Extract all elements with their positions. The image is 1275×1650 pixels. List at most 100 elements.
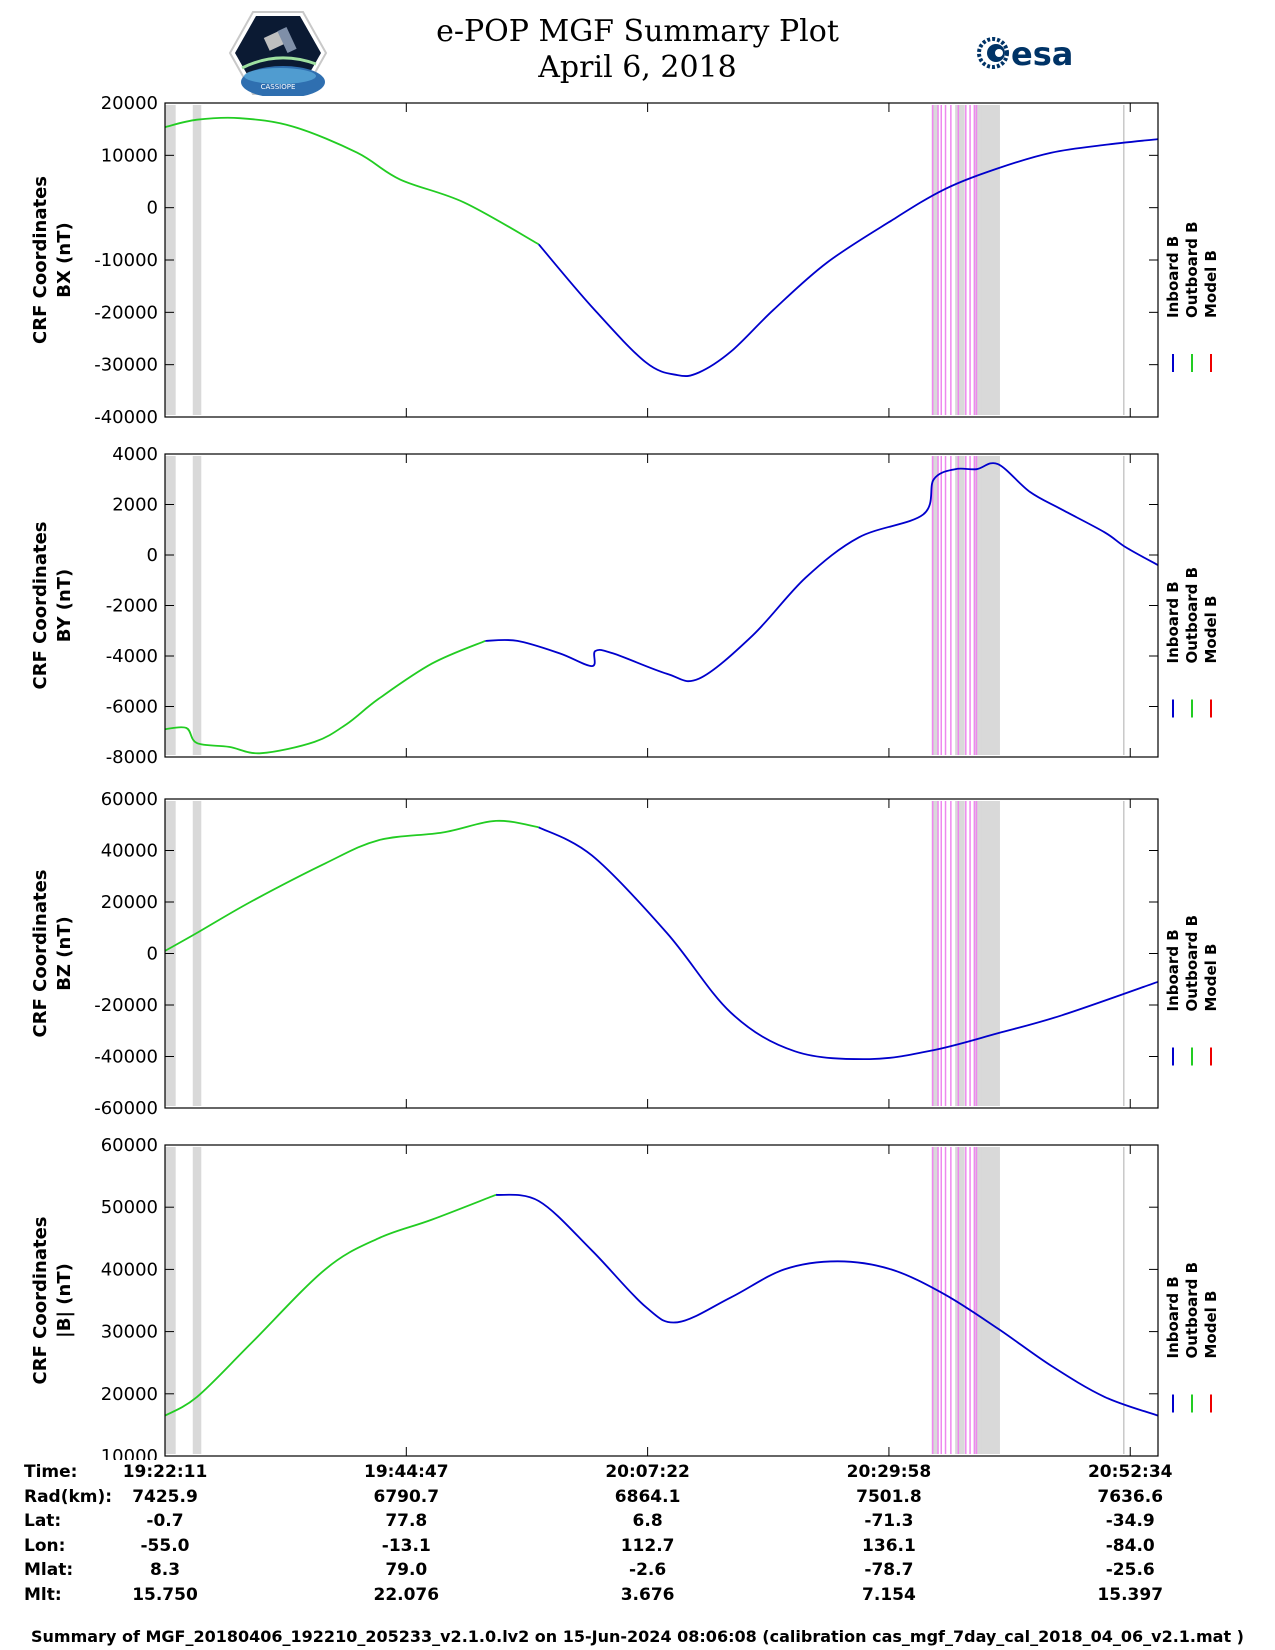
gap-span-5 <box>981 801 994 1106</box>
gap-span-1 <box>192 456 202 755</box>
ytick-label-bx-4: -20000 <box>94 302 158 323</box>
ephemeris-value: -0.7 <box>146 1511 184 1532</box>
ytick-label-bz-6: -60000 <box>94 1098 158 1119</box>
ephemeris-row: Lon: -55.0 -13.1 112.7 136.1 -84.0 <box>0 1536 1275 1560</box>
gap-span-5 <box>981 456 994 755</box>
outboard-series-by <box>164 640 486 755</box>
legend-label-by-1: Outboard B <box>1183 567 1201 664</box>
legend-label-b-1: Outboard B <box>1183 1262 1201 1359</box>
ytick-label-bz-1: 40000 <box>101 841 158 862</box>
ytick-label-bx-1: 10000 <box>101 145 158 166</box>
ephemeris-value: 19:22:11 <box>122 1462 208 1482</box>
ephemeris-value: -84.0 <box>1105 1535 1155 1556</box>
ytick-label-bx-0: 20000 <box>101 93 158 114</box>
ylabel-line2-by: BY (nT) <box>54 569 75 643</box>
ytick-label-b-1: 50000 <box>101 1197 158 1218</box>
ytick-label-by-0: 4000 <box>112 444 158 465</box>
ephemeris-row-label: Lat: <box>24 1511 62 1532</box>
ephemeris-value: 6864.1 <box>614 1486 681 1507</box>
legend-label-by-0: Inboard B <box>1164 581 1182 663</box>
ephemeris-value: 22.076 <box>373 1585 440 1605</box>
panel-by: 4000 2000 0 -2000 -4000 -6000 -8000 CRF Coordin… <box>30 444 1220 768</box>
ephemeris-value: 7.154 <box>862 1585 916 1605</box>
ephemeris-value: 6790.7 <box>373 1486 440 1507</box>
axes-frame-bz <box>164 798 1159 1109</box>
ephemeris-value: 15.397 <box>1097 1585 1164 1605</box>
epop-logo-text: CASSIOPE <box>261 83 296 91</box>
ytick-label-bz-2: 20000 <box>101 892 158 913</box>
ylabel-bx: CRF Coordinates BX (nT) <box>30 176 75 344</box>
ytick-label-bx-5: -30000 <box>94 355 158 376</box>
ytick-label-by-4: -4000 <box>106 646 158 667</box>
legend-label-by-2: Model B <box>1202 596 1220 664</box>
legend-label-bx-2: Model B <box>1202 250 1220 318</box>
ytick-label-by-5: -6000 <box>106 697 158 718</box>
gap-span-5 <box>981 105 994 415</box>
ephemeris-value: 7425.9 <box>132 1486 198 1507</box>
esa-logo-text: esa <box>1011 35 1073 73</box>
legend-label-b-2: Model B <box>1202 1291 1220 1359</box>
ephemeris-value: 6.8 <box>632 1511 663 1532</box>
ephemeris-value: -34.9 <box>1105 1511 1155 1532</box>
ephemeris-value: 20:29:58 <box>846 1462 932 1482</box>
ylabel-line2-bx: BX (nT) <box>54 222 75 297</box>
ylabel-line1-bz: CRF Coordinates <box>30 870 51 1038</box>
ytick-label-bz-0: 60000 <box>101 789 158 810</box>
ylabel-line2-bz: BZ (nT) <box>54 916 75 991</box>
ylabel-line1-b: CRF Coordinates <box>30 1217 51 1385</box>
ylabel-b: CRF Coordinates |B| (nT) <box>30 1217 75 1385</box>
gap-span-1 <box>192 801 202 1106</box>
ephemeris-row: Mlt: 15.750 22.076 3.676 7.154 15.397 <box>0 1585 1275 1609</box>
ytick-label-bz-3: 0 <box>147 944 158 965</box>
ephemeris-value: 7501.8 <box>856 1486 922 1507</box>
ephemeris-value: 136.1 <box>862 1535 916 1556</box>
ephemeris-row: Lat: -0.7 77.8 6.8 -71.3 -34.9 <box>0 1511 1275 1535</box>
ephemeris-row-label: Lon: <box>24 1535 66 1556</box>
ephemeris-value: -78.7 <box>864 1560 914 1581</box>
ephemeris-row-label: Rad(km): <box>24 1486 113 1507</box>
gap-span-2 <box>931 1147 939 1454</box>
plot-title: e-POP MGF Summary Plot April 6, 2018 <box>0 14 1275 86</box>
inboard-series-bz <box>538 826 1159 1061</box>
footer-caption: Summary of MGF_20180406_192210_205233_v2… <box>31 1627 1244 1646</box>
gap-span-2 <box>931 801 939 1106</box>
legend-label-bx-1: Outboard B <box>1183 221 1201 318</box>
gap-span-3 <box>955 801 965 1106</box>
outboard-series-b <box>164 1193 497 1417</box>
gap-span-3 <box>955 456 965 755</box>
ylabel-line1-bx: CRF Coordinates <box>30 176 51 344</box>
ephemeris-row-label: Mlt: <box>24 1585 62 1605</box>
ytick-label-by-2: 0 <box>147 545 158 566</box>
ytick-label-b-4: 20000 <box>101 1384 158 1405</box>
ytick-label-b-3: 30000 <box>101 1322 158 1343</box>
ephemeris-value: 3.676 <box>620 1585 675 1605</box>
ephemeris-row-label: Time: <box>24 1462 78 1482</box>
ytick-label-b-5: 10000 <box>101 1446 158 1460</box>
ytick-label-bz-4: -20000 <box>94 995 158 1016</box>
esa-logo: esa <box>977 35 1073 73</box>
ylabel-by: CRF Coordinates BY (nT) <box>30 522 75 690</box>
gap-span-3 <box>955 1147 965 1454</box>
panel-bz: 60000 40000 20000 0 -20000 -40000 -60000 CRF Co… <box>30 789 1220 1119</box>
gap-span-2 <box>931 456 939 755</box>
ephemeris-row: Mlat: 8.3 79.0 -2.6 -78.7 -25.6 <box>0 1560 1275 1584</box>
ephemeris-row-label: Mlat: <box>24 1560 74 1581</box>
outboard-series-bx <box>164 116 540 246</box>
ephemeris-value: -13.1 <box>381 1535 431 1556</box>
ephemeris-value: 20:52:34 <box>1087 1462 1173 1482</box>
ytick-label-by-6: -8000 <box>106 747 158 768</box>
ytick-label-b-0: 60000 <box>101 1135 158 1156</box>
gap-span-5 <box>981 1147 994 1454</box>
gap-span-1 <box>192 105 202 415</box>
title-text: e-POP MGF Summary Plot <box>436 14 839 49</box>
ytick-label-bx-2: 0 <box>147 198 158 219</box>
legend-label-bz-0: Inboard B <box>1164 929 1182 1011</box>
legend-label-bx-0: Inboard B <box>1164 236 1182 318</box>
gap-span-1 <box>192 1147 202 1454</box>
ephemeris-table: Time: 19:22:11 19:44:47 20:07:22 20:29:58 20:… <box>0 1462 1275 1622</box>
ephemeris-value: 77.8 <box>385 1511 428 1532</box>
panel-bx: 20000 10000 0 -10000 -20000 -30000 -40000 CRF C… <box>30 93 1220 428</box>
ephemeris-value: 7636.6 <box>1097 1486 1164 1507</box>
ephemeris-value: 112.7 <box>620 1535 675 1556</box>
epop-logo: CASSIOPE <box>228 11 328 96</box>
